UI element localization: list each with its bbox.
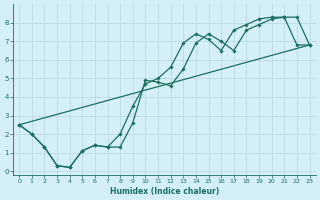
X-axis label: Humidex (Indice chaleur): Humidex (Indice chaleur) (110, 187, 219, 196)
